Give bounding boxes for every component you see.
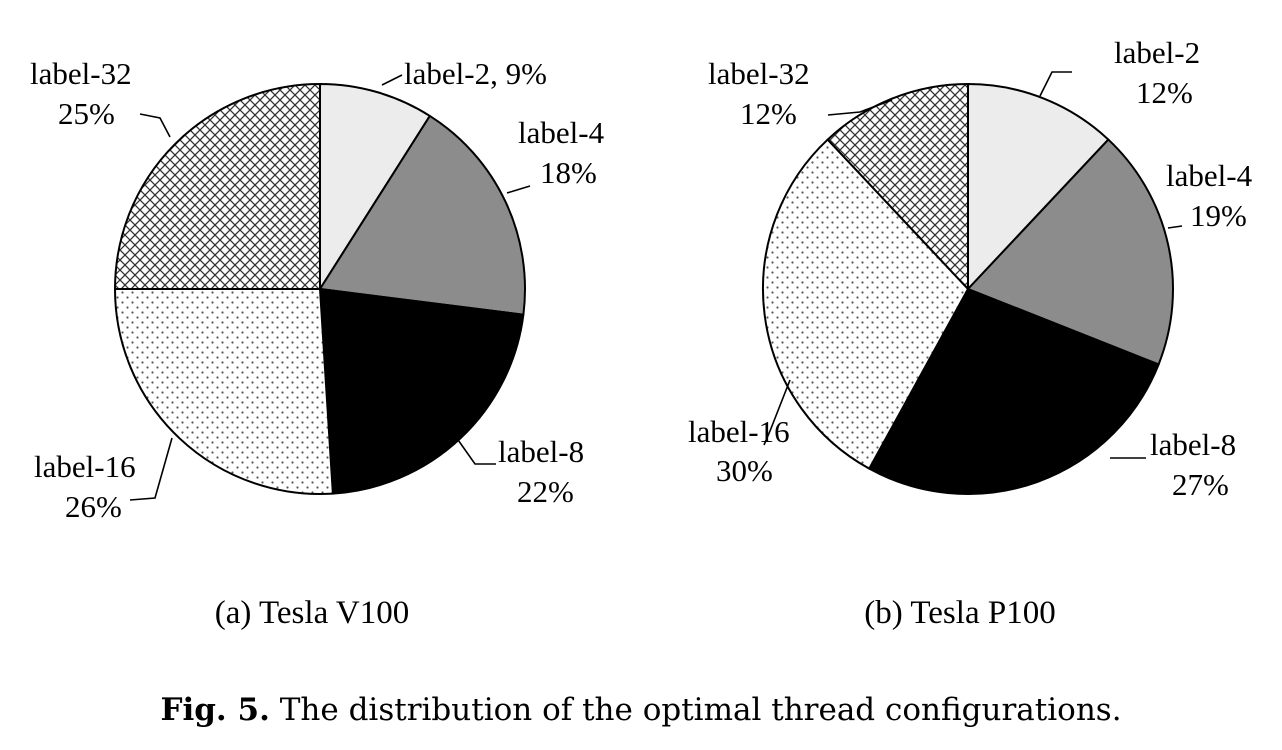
leader-line-label-32 xyxy=(139,113,171,138)
pie-slice-label-32 xyxy=(114,83,321,290)
slice-label-label-32: label-32 xyxy=(30,56,132,91)
slice-label-label-16: label-16 xyxy=(34,449,136,484)
leader-line-label-16 xyxy=(129,437,173,501)
slice-label-label-8: label-8 xyxy=(1150,427,1236,462)
slice-label-label-32: label-32 xyxy=(708,56,810,91)
subcaption-p100: (b) Tesla P100 xyxy=(864,595,1055,631)
slice-value-label-4: 19% xyxy=(1190,198,1247,233)
pie-slice-label-4 xyxy=(319,114,526,316)
figure-caption-text: The distribution of the optimal thread c… xyxy=(269,692,1122,728)
slice-label-label-16: label-16 xyxy=(688,414,790,449)
slice-value-label-8: 27% xyxy=(1172,467,1229,502)
slice-value-label-8: 22% xyxy=(517,474,574,509)
pie-slice-label-2 xyxy=(967,83,1110,290)
slice-label-label-2: label-2, 9% xyxy=(404,56,547,91)
slice-label-label-8: label-8 xyxy=(498,434,584,469)
leader-line-label-4 xyxy=(1167,225,1183,229)
leader-lines-v100 xyxy=(129,74,531,501)
pie-slices-v100 xyxy=(114,83,526,495)
leader-line-label-2 xyxy=(381,74,403,86)
leader-line-label-2 xyxy=(1039,71,1072,97)
slice-label-label-4: label-4 xyxy=(1166,158,1253,193)
slice-value-label-32: 25% xyxy=(58,96,115,131)
figure-caption: Fig. 5. The distribution of the optimal … xyxy=(0,692,1282,728)
pie-slice-label-16 xyxy=(762,138,969,470)
slice-value-label-32: 12% xyxy=(740,96,797,131)
leader-line-label-4 xyxy=(506,185,531,194)
leader-line-label-16 xyxy=(763,379,791,446)
pie-slice-label-32 xyxy=(826,83,969,290)
leader-line-label-32 xyxy=(827,99,893,116)
subcaption-v100: (a) Tesla V100 xyxy=(215,595,409,631)
leader-lines-p100 xyxy=(763,71,1183,459)
pie-slice-label-16 xyxy=(114,288,334,495)
pie-chart-v100: label-2, 9% label-4 18% label-8 22% labe… xyxy=(30,56,605,631)
slice-value-label-2: 12% xyxy=(1136,75,1193,110)
slice-label-label-2: label-2 xyxy=(1114,35,1200,70)
pie-slices-p100 xyxy=(762,83,1174,495)
pie-slice-label-8 xyxy=(319,288,525,495)
leader-line-label-8 xyxy=(455,436,496,465)
slice-value-label-16: 26% xyxy=(65,489,122,524)
pie-slice-label-8 xyxy=(868,288,1160,495)
pie-slice-label-2 xyxy=(319,83,431,290)
slice-value-label-16: 30% xyxy=(716,453,773,488)
figure-caption-label: Fig. 5. xyxy=(160,692,270,728)
pie-chart-p100: label-2 12% label-4 19% label-8 27% labe… xyxy=(688,35,1253,631)
slice-label-label-4: label-4 xyxy=(518,115,605,150)
slice-value-label-4: 18% xyxy=(540,155,597,190)
